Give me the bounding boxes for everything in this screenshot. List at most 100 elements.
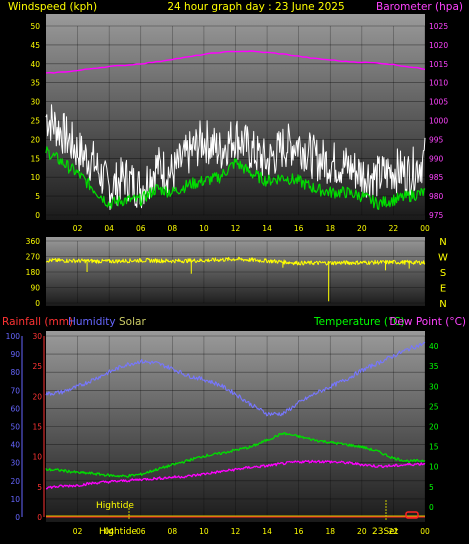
direction-tick-label: 180: [26, 268, 41, 277]
compass-label: S: [440, 268, 446, 279]
compass-label: N: [439, 237, 446, 248]
wind-average-line: [45, 146, 426, 210]
wind-tick-label: 35: [30, 79, 40, 88]
humidity-tick-label: 80: [10, 368, 20, 377]
wind-tick-label: 45: [30, 41, 40, 50]
temperature-tick-label: 35: [429, 362, 439, 371]
temperature-x-tick-label: 22: [389, 527, 399, 536]
direction-tick-label: 360: [26, 237, 41, 246]
barometer-line: [45, 50, 426, 74]
wind-tick-label: 15: [30, 154, 40, 163]
wind-x-tick-label: 04: [104, 224, 114, 233]
rainfall-tick-label: 5: [37, 483, 42, 492]
wind-panel-grid: [46, 25, 426, 216]
barometer-axis-title: Barometer (hpa): [376, 1, 463, 13]
wind-x-tick-label: 22: [389, 224, 399, 233]
compass-label: W: [438, 253, 448, 264]
humidity-tick-label: 50: [10, 423, 20, 432]
wind-x-tick-label: 18: [325, 224, 335, 233]
temperature-series: [45, 341, 426, 518]
legend-rainfall: Rainfall (mm): [2, 316, 73, 328]
wind-x-tick-label: 00: [420, 224, 430, 233]
temperature-x-tick-label: 14: [262, 527, 272, 536]
wind-tick-label: 0: [35, 211, 40, 220]
temperature-tick-label: 10: [429, 463, 439, 472]
wind-x-tick-label: 06: [136, 224, 146, 233]
wind-tick-label: 20: [30, 135, 40, 144]
temperature-tick-label: 15: [429, 443, 439, 452]
hightide-bottom-label: Hightide: [99, 527, 137, 537]
temperature-right-axis: 40 35 30 25 20 15 10 5 0: [429, 342, 439, 512]
barometer-tick-label: 1025: [429, 22, 448, 31]
rainfall-tick-label: 10: [32, 453, 42, 462]
rainfall-tick-label: 30: [32, 332, 42, 341]
barometer-tick-label: 1010: [429, 79, 448, 88]
wind-series: [45, 50, 426, 211]
barometer-tick-label: 985: [429, 173, 444, 182]
direction-tick-label: 270: [26, 253, 41, 262]
windspeed-axis-title: Windspeed (kph): [8, 1, 97, 13]
temperature-x-tick-label: 20: [357, 527, 367, 536]
wind-tick-label: 10: [30, 173, 40, 182]
humidity-tick-label: 10: [10, 495, 20, 504]
rainfall-tick-label: 15: [32, 423, 42, 432]
temperature-tick-label: 40: [429, 342, 439, 351]
direction-left-axis: 360 270 180 90 0: [26, 237, 41, 308]
barometer-tick-label: 1015: [429, 60, 448, 69]
temperature-x-tick-label: 02: [73, 527, 83, 536]
humidity-tick-label: 100: [6, 332, 21, 341]
rainfall-tick-label: 20: [32, 392, 42, 401]
legend-solar: Solar: [119, 316, 146, 328]
temperature-x-tick-label: 18: [325, 527, 335, 536]
humidity-tick-label: 30: [10, 459, 20, 468]
wind-x-tick-label: 12: [231, 224, 241, 233]
temperature-x-tick-label: 00: [420, 527, 430, 536]
legend-humidity: Humidity: [68, 316, 116, 328]
humidity-tick-label: 40: [10, 441, 20, 450]
wind-gust-line: [45, 104, 426, 211]
wind-x-tick-label: 10: [199, 224, 209, 233]
temperature-x-axis: 02 04 06 08 10 12 14 16 18 20 22 00: [73, 527, 430, 536]
humidity-line: [45, 341, 426, 417]
barometer-tick-label: 980: [429, 192, 444, 201]
humidity-tick-label: 20: [10, 477, 20, 486]
temperature-tick-label: 20: [429, 423, 439, 432]
compass-label: E: [440, 284, 446, 295]
temperature-tick-label: 25: [429, 402, 439, 411]
wind-x-axis: 02 04 06 08 10 12 14 16 18 20 22 00: [73, 224, 430, 233]
barometer-right-axis: 1025 1020 1015 1010 1005 1000 995 990 985 980 975: [429, 22, 448, 220]
chart-title: 24 hour graph day : 23 June 2025: [167, 1, 344, 13]
humidity-tick-label: 90: [10, 350, 20, 359]
wind-tick-label: 5: [35, 192, 40, 201]
wind-x-tick-label: 20: [357, 224, 367, 233]
wind-tick-label: 25: [30, 117, 40, 126]
temperature-line: [45, 431, 426, 478]
temperature-x-tick-label: 16: [294, 527, 304, 536]
legend-dew-point: Dew Point (°C): [389, 316, 466, 328]
wind-direction-line: [45, 256, 426, 266]
barometer-tick-label: 1020: [429, 41, 448, 50]
temperature-x-tick-label: 04: [104, 527, 114, 536]
temperature-x-tick-label: 12: [231, 527, 241, 536]
barometer-tick-label: 1000: [429, 117, 448, 126]
wind-x-tick-label: 02: [73, 224, 83, 233]
rainfall-indicator: [405, 511, 419, 519]
wind-x-tick-label: 08: [168, 224, 178, 233]
humidity-tick-label: 70: [10, 386, 20, 395]
wind-x-tick-label: 14: [262, 224, 272, 233]
wind-tick-label: 40: [30, 60, 40, 69]
temperature-tick-label: 0: [429, 503, 434, 512]
direction-panel-background: [46, 237, 425, 306]
humidity-tick-label: 60: [10, 404, 20, 413]
wind-x-tick-label: 16: [294, 224, 304, 233]
wind-tick-label: 50: [30, 22, 40, 31]
temperature-x-tick-label: 10: [199, 527, 209, 536]
temperature-tick-label: 30: [429, 382, 439, 391]
hightide-label: Hightide: [96, 501, 134, 511]
temperature-tick-label: 5: [429, 483, 434, 492]
wind-tick-label: 30: [30, 98, 40, 107]
humidity-tick-label: 0: [15, 513, 20, 522]
barometer-tick-label: 990: [429, 154, 444, 163]
